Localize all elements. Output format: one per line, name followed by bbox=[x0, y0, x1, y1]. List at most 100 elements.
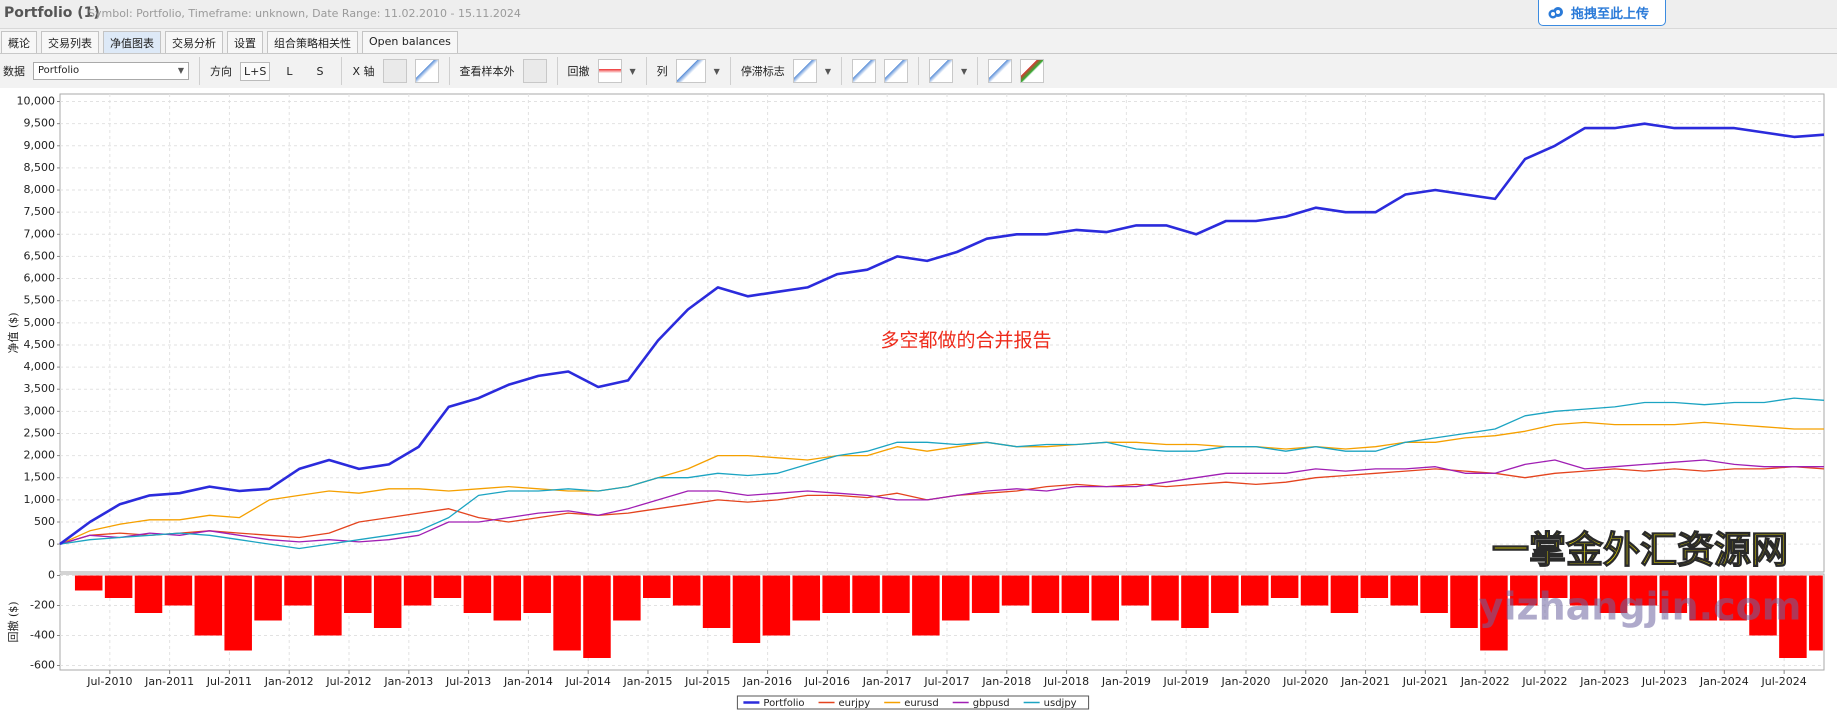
tab[interactable]: 组合策略相关性 bbox=[267, 31, 358, 53]
x-tick-label: Jan-2015 bbox=[623, 675, 673, 688]
drawdown-bar bbox=[1181, 575, 1209, 628]
x-tick-label: Jul-2010 bbox=[86, 675, 132, 688]
drawdown-bar bbox=[553, 575, 581, 651]
y-tick-label: 10,000 bbox=[17, 95, 56, 108]
x-tick-label: Jan-2013 bbox=[383, 675, 433, 688]
x-tick-label: Jul-2017 bbox=[923, 675, 969, 688]
icon-button[interactable] bbox=[522, 59, 547, 83]
tab-bar: 概论 交易列表 净值图表 交易分析 设置 组合策略相关性 Open balanc… bbox=[0, 31, 458, 53]
drawdown-bar bbox=[1510, 575, 1538, 606]
drawdown-bar bbox=[523, 575, 551, 613]
direction-button[interactable]: L+S bbox=[240, 61, 271, 81]
y-tick-label: -600 bbox=[30, 659, 55, 672]
drawdown-bar bbox=[1539, 575, 1568, 598]
tab[interactable]: 交易列表 bbox=[41, 31, 99, 53]
drawdown-bar bbox=[882, 575, 910, 613]
x-tick-label: Jul-2020 bbox=[1282, 675, 1328, 688]
legend-label: gbpusd bbox=[973, 698, 1010, 709]
y-tick-label: 0 bbox=[48, 537, 55, 550]
icon-button[interactable] bbox=[792, 59, 817, 83]
drawdown-bar bbox=[583, 575, 611, 658]
x-tick-label: Jul-2015 bbox=[684, 675, 730, 688]
x-tick-label: Jul-2018 bbox=[1043, 675, 1089, 688]
y-tick-label: 3,500 bbox=[24, 382, 56, 395]
drawdown-bar bbox=[1001, 575, 1030, 606]
drawdown-bar bbox=[762, 575, 791, 636]
window-subtitle: Symbol: Portfolio, Timeframe: unknown, D… bbox=[88, 7, 521, 20]
icon-button[interactable] bbox=[414, 59, 439, 83]
x-tick-label: Jan-2024 bbox=[1699, 675, 1749, 688]
icon-button[interactable] bbox=[883, 59, 908, 83]
window-title: Portfolio (1) bbox=[4, 5, 100, 21]
y-axis-title: 净值 ($) bbox=[6, 312, 20, 353]
separator bbox=[729, 57, 731, 85]
drawdown-bar bbox=[1390, 575, 1418, 606]
y-tick-label: 2,500 bbox=[24, 426, 56, 439]
upload-label: 拖拽至此上传 bbox=[1571, 7, 1650, 22]
icon-button[interactable] bbox=[928, 59, 953, 83]
drawdown-bar bbox=[1599, 575, 1628, 613]
toolbar: 数据 Portfolio 方向 L+S L S X 轴 查看样本外 回撤 ▼ 列… bbox=[0, 53, 1837, 88]
drawdown-bar bbox=[1420, 575, 1448, 613]
dropdown-arrow[interactable]: ▼ bbox=[713, 66, 720, 76]
legend: Portfolio eurjpy eurusd gbpusd usdjpy bbox=[736, 695, 1090, 710]
y-tick-label: 0 bbox=[48, 569, 55, 582]
separator bbox=[917, 57, 919, 85]
separator bbox=[341, 57, 343, 85]
y-tick-label: 2,000 bbox=[24, 449, 56, 462]
legend-label: eurjpy bbox=[839, 698, 871, 709]
drawdown-bar bbox=[104, 575, 133, 598]
y-tick-label: 6,500 bbox=[24, 249, 56, 262]
x-tick-label: Jul-2022 bbox=[1521, 675, 1567, 688]
series-line bbox=[59, 459, 1824, 545]
tab[interactable]: 概论 bbox=[1, 31, 37, 53]
dropdown-arrow[interactable]: ▼ bbox=[960, 66, 968, 76]
direction-button[interactable]: S bbox=[316, 64, 324, 78]
icon-button[interactable] bbox=[988, 59, 1013, 83]
x-tick-label: Jan-2017 bbox=[862, 675, 912, 688]
drawdown-bar bbox=[1360, 575, 1389, 598]
drawdown-bar bbox=[224, 575, 252, 651]
x-tick-label: Jul-2016 bbox=[804, 675, 850, 688]
legend-label: eurusd bbox=[904, 698, 939, 709]
x-tick-label: Jan-2011 bbox=[144, 675, 194, 688]
drawdown-bar bbox=[1689, 575, 1717, 621]
dropdown-arrow[interactable]: ▼ bbox=[824, 66, 831, 76]
separator bbox=[448, 57, 450, 85]
watermark: yizhangjin.com bbox=[1479, 585, 1802, 629]
x-tick-label: Jan-2018 bbox=[981, 675, 1031, 688]
drawdown-bar bbox=[852, 575, 880, 613]
x-tick-label: Jul-2024 bbox=[1761, 675, 1807, 688]
x-tick-label: Jul-2013 bbox=[445, 675, 491, 688]
x-tick-label: Jul-2012 bbox=[325, 675, 371, 688]
icon-button[interactable] bbox=[675, 59, 706, 83]
y-tick-label: 8,500 bbox=[24, 161, 56, 174]
tab-active[interactable]: 净值图表 bbox=[103, 31, 161, 53]
legend-label: usdjpy bbox=[1044, 698, 1077, 709]
x-tick-label: Jul-2023 bbox=[1641, 675, 1687, 688]
tab[interactable]: 设置 bbox=[227, 31, 263, 53]
dropdown-arrow[interactable]: ▼ bbox=[629, 66, 636, 76]
y-tick-label: 5,500 bbox=[24, 294, 56, 307]
separator bbox=[556, 57, 558, 85]
data-select[interactable]: Portfolio bbox=[33, 62, 189, 80]
upload-button[interactable]: 拖拽至此上传 bbox=[1538, 0, 1666, 26]
tab[interactable]: 交易分析 bbox=[165, 31, 223, 53]
x-tick-label: Jan-2020 bbox=[1221, 675, 1271, 688]
drawdown-bar bbox=[433, 575, 462, 598]
tab[interactable]: Open balances bbox=[362, 31, 458, 53]
drawdown-bar bbox=[1240, 575, 1269, 606]
direction-button[interactable]: L bbox=[286, 64, 293, 78]
series-line bbox=[59, 421, 1824, 545]
x-tick-label: Jul-2014 bbox=[565, 675, 611, 688]
y-tick-label: 4,500 bbox=[24, 338, 56, 351]
drawdown-bar bbox=[403, 575, 432, 606]
icon-button[interactable] bbox=[851, 59, 876, 83]
icon-button[interactable] bbox=[382, 59, 407, 83]
y-tick-label: 6,000 bbox=[24, 272, 56, 285]
y-tick-label: 500 bbox=[34, 515, 55, 528]
y-tick-label: -400 bbox=[30, 629, 55, 642]
icon-button[interactable] bbox=[1020, 59, 1045, 83]
icon-button[interactable] bbox=[597, 59, 622, 83]
